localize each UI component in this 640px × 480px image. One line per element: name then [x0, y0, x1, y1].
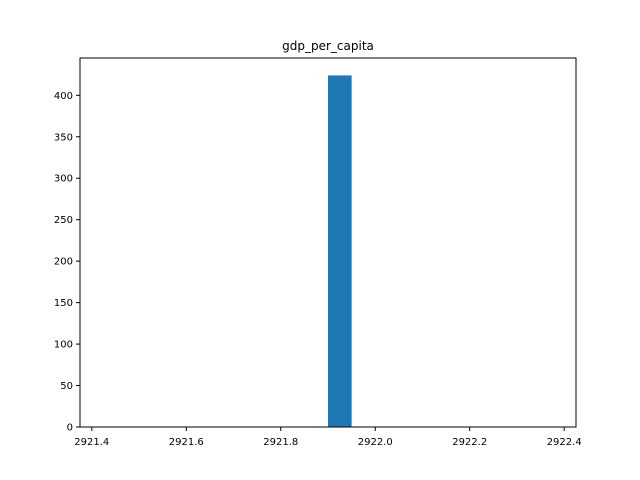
x-tick-label: 2921.6	[169, 437, 204, 448]
y-tick-label: 300	[54, 174, 73, 185]
y-tick-label: 350	[54, 132, 73, 143]
y-tick-label: 0	[67, 423, 73, 434]
x-axis-ticks: 2921.4 2921.6 2921.8 2922.0 2922.2 2922.4	[74, 427, 582, 448]
chart-title: gdp_per_capita	[282, 39, 374, 53]
y-tick-label: 200	[54, 257, 73, 268]
x-tick-label: 2921.4	[74, 437, 109, 448]
x-tick-label: 2921.8	[263, 437, 298, 448]
y-tick-label: 100	[54, 340, 73, 351]
plot-frame	[79, 57, 577, 428]
y-tick-label: 150	[54, 298, 73, 309]
histogram-bar-0	[328, 75, 352, 427]
y-axis-ticks: 0 50 100 150 200 250 300 350 400	[54, 91, 80, 434]
x-tick-label: 2922.2	[452, 437, 487, 448]
y-tick-label: 250	[54, 215, 73, 226]
x-tick-label: 2922.4	[547, 437, 582, 448]
x-tick-label: 2922.0	[358, 437, 393, 448]
y-tick-label: 400	[54, 91, 73, 102]
y-tick-label: 50	[60, 381, 73, 392]
bars-group	[328, 75, 352, 427]
